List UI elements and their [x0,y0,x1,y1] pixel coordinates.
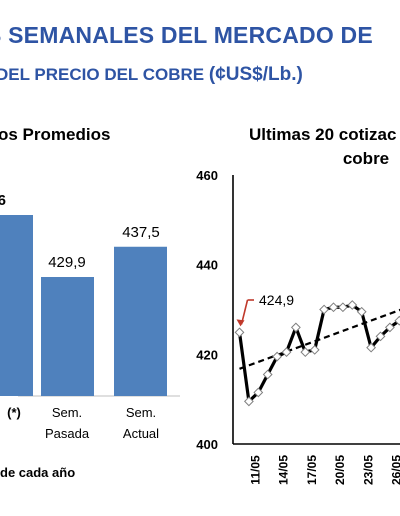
data-point-marker [337,302,348,313]
bar-0 [0,215,33,396]
bar-value-label: 429,9 [48,254,86,271]
data-point-marker [309,344,320,355]
y-tick-label: 440 [196,258,218,273]
bar-category-label: (*) [7,405,21,420]
data-point-marker [243,396,254,407]
bar-2 [114,246,167,396]
subtitle-unit: (¢US$/Lb.) [208,64,303,85]
data-point-marker [384,322,395,333]
x-tick-label: 11/05 [249,455,263,485]
series-markers [234,300,400,407]
bar-category-label: Sem. [126,405,156,420]
data-point-marker [234,327,245,338]
bar-value-labels: 3,6 429,9 437,5 [0,192,160,271]
footnote: de cada año [0,465,76,480]
data-point-marker [356,306,367,317]
data-point-marker [253,387,264,398]
bar-chart: os Promedios 3,6 429,9 437,5 (*) Sem. Pasada… [0,125,180,441]
x-tick-label: 23/05 [361,455,375,485]
bar-category-label: Pasada [45,426,90,441]
bar-group [0,215,167,396]
page-subtitle: DEL PRECIO DEL COBRE (¢US$/Lb.) [0,64,303,86]
data-point-marker [375,331,386,342]
bar-value-label: 437,5 [122,224,160,241]
data-point-marker [300,347,311,357]
data-point-marker [272,351,283,362]
page-title: S SEMANALES DEL MERCADO DE [0,22,373,48]
data-point-marker [366,342,377,353]
x-tick-labels: 11/05 14/05 17/05 20/05 23/05 26/05 [249,455,400,485]
line-chart-title-line: Ultimas 20 cotizac [249,125,396,144]
line-chart-title-line: cobre [343,149,389,168]
line-chart-title: Ultimas 20 cotizac cobre [249,125,396,168]
data-point-marker [394,315,400,326]
annotation-arrowhead [236,319,245,327]
x-tick-label: 14/05 [277,455,291,485]
bar-category-label: Actual [123,426,159,441]
data-point-marker [347,300,358,310]
annotation-label: 424,9 [259,292,294,308]
x-tick-label: 17/05 [305,455,319,485]
bar-value-label: 3,6 [0,192,6,209]
y-tick-labels: 400 420 440 460 [196,168,218,452]
x-tick-label: 20/05 [333,455,347,485]
data-point-marker [328,302,339,313]
data-point-marker [262,369,273,380]
line-chart: Ultimas 20 cotizac cobre 400 420 440 460 11/… [196,125,400,485]
y-tick-label: 420 [196,347,218,362]
bar-category-labels: (*) Sem. Pasada Sem. Actual [7,405,159,441]
data-point-marker [319,304,330,315]
y-tick-label: 460 [196,168,218,183]
bar-chart-title: os Promedios [0,125,110,144]
annotation: 424,9 [236,292,294,327]
trendline [239,308,400,370]
trend-line [239,308,400,370]
subtitle-text: DEL PRECIO DEL COBRE [0,65,205,84]
data-point-marker [290,322,301,333]
bar-category-label: Sem. [52,405,82,420]
bar-1 [41,276,94,396]
x-tick-label: 26/05 [390,455,400,485]
y-tick-label: 400 [196,437,218,452]
data-point-marker [281,347,292,357]
